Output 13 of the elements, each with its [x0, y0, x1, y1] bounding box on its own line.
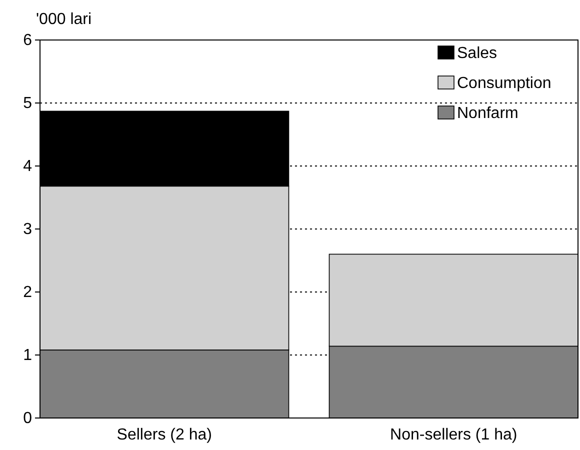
x-tick-label: Non-sellers (1 ha)	[390, 426, 518, 444]
y-tick-label: 2	[23, 284, 32, 302]
y-tick-label: 6	[23, 32, 32, 50]
y-tick-label: 4	[23, 158, 32, 176]
legend-label: Sales	[457, 45, 498, 62]
y-tick-label: 3	[23, 221, 32, 238]
x-tick-label: Sellers (2 ha)	[116, 426, 212, 444]
y-tick-label: 5	[23, 95, 32, 112]
legend-label: Consumption	[457, 75, 552, 92]
y-tick-label: 1	[23, 347, 32, 364]
legend-label: Nonfarm	[457, 105, 518, 122]
y-tick-label: 0	[23, 410, 32, 428]
y-axis-title: '000 lari	[36, 11, 92, 28]
